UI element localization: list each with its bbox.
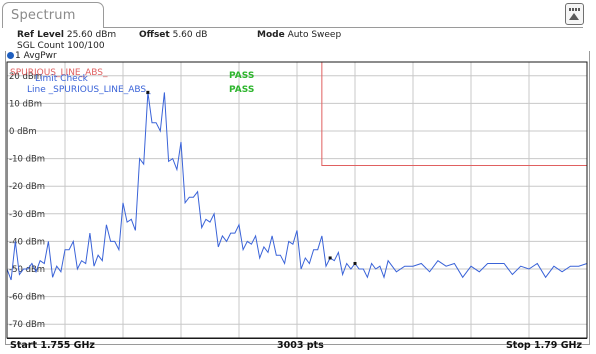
mode-value: Auto Sweep	[287, 30, 342, 40]
y-tick-label: -40 dBm	[9, 237, 45, 247]
trace-dot-icon	[7, 52, 14, 59]
mode-label: Mode	[257, 30, 285, 40]
ref-level-label: Ref Level	[17, 30, 64, 40]
warning-icon	[569, 13, 579, 20]
mode: Mode Auto Sweep	[257, 30, 341, 40]
ref-level-value: 25.60 dBm	[66, 30, 117, 40]
marker-peak	[146, 90, 150, 94]
trace-avgpwr	[6, 92, 588, 281]
tab-spectrum[interactable]: Spectrum	[2, 2, 104, 28]
offset-value: 5.60 dB	[172, 30, 208, 40]
sgl-count: SGL Count 100/100	[17, 41, 105, 51]
y-tick-label: 20 dBm	[9, 72, 42, 82]
y-tick-label: 10 dBm	[9, 99, 42, 109]
screen-layout-button[interactable]	[565, 3, 584, 25]
limit-check-result: PASS	[229, 71, 254, 81]
sweep-points: 3003 pts	[277, 340, 324, 351]
tab-divider	[103, 27, 583, 28]
y-tick-label: -60 dBm	[9, 293, 45, 303]
spectrum-window	[5, 3, 591, 351]
limit-check-label: Limit Check	[35, 74, 89, 84]
y-tick-label: 0 dBm	[9, 127, 37, 137]
limit-line-label: SPURIOUS_LINE_ABS_	[10, 68, 108, 78]
limit-line	[321, 62, 587, 166]
stop-frequency: Stop 1.79 GHz	[505, 340, 582, 351]
y-tick-label: -50 dBm	[9, 265, 45, 275]
offset-label: Offset	[139, 30, 170, 40]
limit-line-name: Line _SPURIOUS_LINE_ABS_	[27, 85, 151, 95]
y-tick-label: -30 dBm	[9, 210, 45, 220]
trace-legend[interactable]: 1 AvgPwr	[7, 51, 57, 61]
status-bar: Start 1.755 GHz 3003 pts Stop 1.79 GHz	[7, 338, 587, 352]
y-tick-label: -10 dBm	[9, 155, 45, 165]
marker-point	[328, 256, 332, 260]
trace-label: 1 AvgPwr	[15, 51, 57, 61]
marker-point	[353, 261, 357, 265]
ref-level: Ref Level 25.60 dBm	[17, 30, 116, 40]
limit-line-result: PASS	[229, 85, 254, 95]
tab-spectrum-label: Spectrum	[11, 8, 76, 23]
offset: Offset 5.60 dB	[139, 30, 207, 40]
y-tick-label: -70 dBm	[9, 320, 45, 330]
start-frequency: Start 1.755 GHz	[10, 340, 95, 351]
grid-icon	[569, 8, 580, 11]
y-tick-label: -20 dBm	[9, 182, 45, 192]
diagram-area	[5, 51, 590, 345]
